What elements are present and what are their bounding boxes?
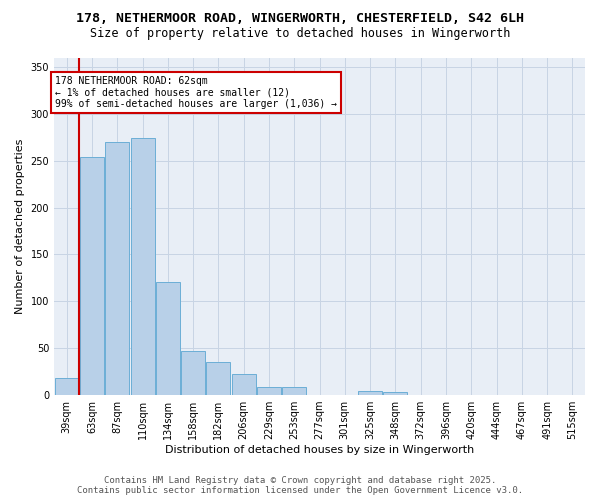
Text: Contains HM Land Registry data © Crown copyright and database right 2025.
Contai: Contains HM Land Registry data © Crown c… — [77, 476, 523, 495]
Bar — [358, 392, 382, 395]
Bar — [282, 386, 306, 395]
Text: 178, NETHERMOOR ROAD, WINGERWORTH, CHESTERFIELD, S42 6LH: 178, NETHERMOOR ROAD, WINGERWORTH, CHEST… — [76, 12, 524, 26]
Bar — [181, 351, 205, 395]
Bar — [206, 362, 230, 395]
X-axis label: Distribution of detached houses by size in Wingerworth: Distribution of detached houses by size … — [165, 445, 474, 455]
Bar — [131, 138, 155, 395]
Bar — [257, 386, 281, 395]
Bar — [156, 282, 180, 395]
Bar — [80, 157, 104, 395]
Bar — [383, 392, 407, 395]
Text: 178 NETHERMOOR ROAD: 62sqm
← 1% of detached houses are smaller (12)
99% of semi-: 178 NETHERMOOR ROAD: 62sqm ← 1% of detac… — [55, 76, 337, 110]
Bar — [55, 378, 79, 395]
Bar — [105, 142, 129, 395]
Bar — [232, 374, 256, 395]
Text: Size of property relative to detached houses in Wingerworth: Size of property relative to detached ho… — [90, 28, 510, 40]
Y-axis label: Number of detached properties: Number of detached properties — [15, 138, 25, 314]
